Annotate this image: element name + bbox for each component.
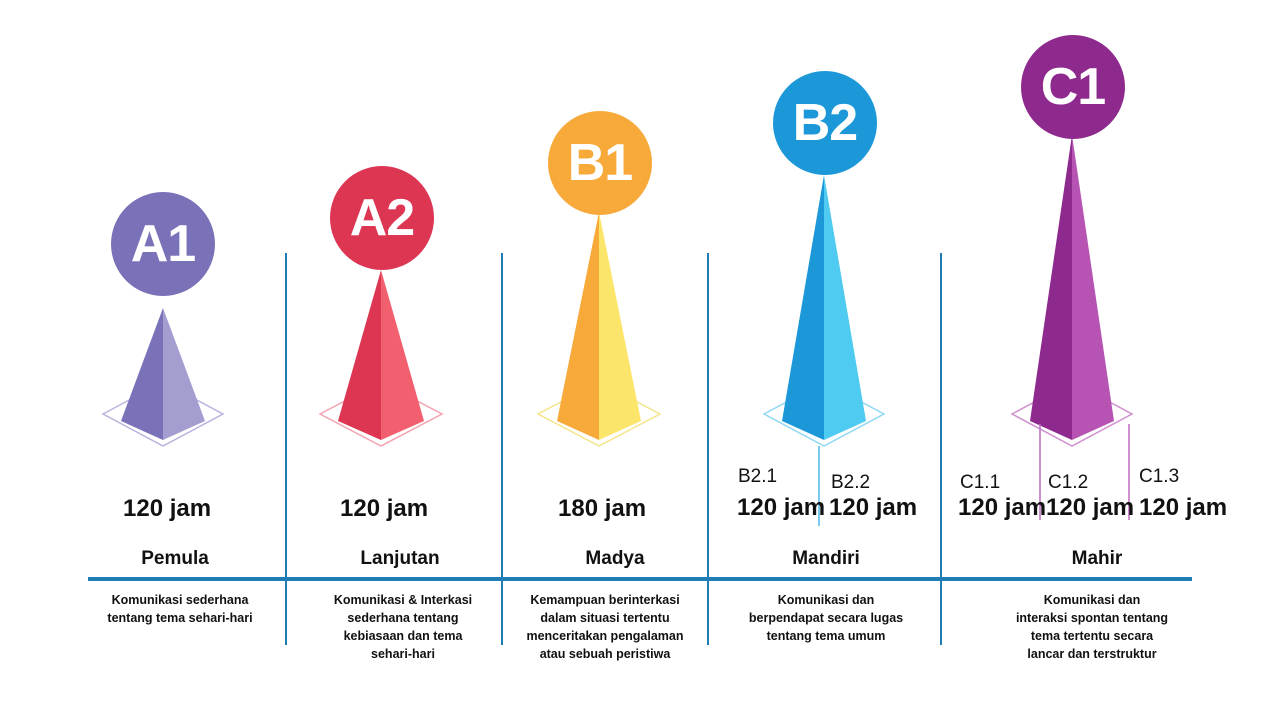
description-line: Komunikasi dan (1043, 593, 1141, 607)
sublevel-label-c1-2: C1.2 (1048, 472, 1089, 493)
description-line: Komunikasi dan (777, 593, 875, 607)
pyramid-left-face (338, 270, 381, 440)
pyramid-a1 (101, 308, 225, 447)
pyramid-a2 (318, 270, 444, 447)
level-name-b1: Madya (585, 548, 645, 569)
description-line: kebiasaan dan tema (343, 629, 463, 643)
pyramid-right-face (599, 212, 641, 440)
pyramid-right-face (163, 308, 205, 440)
description-line: tentang tema umum (766, 629, 886, 643)
level-description-b2: Komunikasi dan berpendapat secara lugas … (731, 591, 921, 645)
level-badge-a2: A2 (330, 166, 434, 270)
description-line: menceritakan pengalaman (526, 629, 684, 643)
pyramid-left-face (121, 308, 163, 440)
level-name-a2: Lanjutan (360, 548, 440, 569)
sublevel-hours-c1-2: 120 jam (1046, 494, 1135, 521)
sublevel-hours-c1-1: 120 jam (958, 494, 1047, 521)
level-badge-b2: B2 (773, 71, 877, 175)
level-name-a1: Pemula (141, 548, 209, 569)
pyramid-c1 (1010, 135, 1134, 520)
hours-a1: 120 jam (123, 495, 212, 522)
pyramid-left-face (557, 212, 599, 440)
level-badge-c1: C1 (1021, 35, 1125, 139)
pyramid-right-face (824, 175, 866, 440)
hours-a2: 120 jam (340, 495, 429, 522)
description-line: tentang tema sehari-hari (107, 611, 253, 625)
level-description-b1: Kemampuan berinterkasi dalam situasi ter… (510, 591, 700, 663)
sublevel-label-c1-3: C1.3 (1139, 466, 1180, 487)
description-line: Kemampuan berinterkasi (530, 593, 680, 607)
pyramid-b2 (762, 175, 886, 526)
description-line: berpendapat secara lugas (748, 611, 904, 625)
description-line: sehari-hari (371, 647, 435, 661)
level-name-c1: Mahir (1071, 548, 1123, 569)
description-line: tema tertentu secara (1030, 629, 1154, 643)
level-badge-b1: B1 (548, 111, 652, 215)
description-line: lancar dan terstruktur (1027, 647, 1157, 661)
pyramid-right-face (1072, 135, 1114, 440)
sublevel-hours-b2-1: 120 jam (737, 494, 826, 521)
level-description-a2: Komunikasi & Interkasi sederhana tentang… (310, 591, 496, 663)
level-name-b2: Mandiri (792, 548, 860, 569)
level-description-a1: Komunikasi sederhana tentang tema sehari… (90, 591, 270, 627)
description-line: Komunikasi & Interkasi (333, 593, 473, 607)
sublevel-label-b2-1: B2.1 (738, 466, 778, 487)
sublevel-label-c1-1: C1.1 (960, 472, 1001, 493)
description-line: dalam situasi tertentu (540, 611, 670, 625)
description-line: sederhana tentang (347, 611, 459, 625)
sublevel-hours-b2-2: 120 jam (829, 494, 918, 521)
description-line: interaksi spontan tentang (1015, 611, 1169, 625)
level-description-c1: Komunikasi dan interaksi spontan tentang… (997, 591, 1187, 663)
pyramid-left-face (782, 175, 824, 440)
pyramid-right-face (381, 270, 424, 440)
sublevel-label-b2-2: B2.2 (831, 472, 871, 493)
description-line: Komunikasi sederhana (111, 593, 249, 607)
sublevel-hours-c1-3: 120 jam (1139, 494, 1228, 521)
hours-b1: 180 jam (558, 495, 647, 522)
pyramid-left-face (1030, 135, 1072, 440)
description-line: atau sebuah peristiwa (539, 647, 671, 661)
pyramid-b1 (536, 212, 662, 447)
level-badge-a1: A1 (111, 192, 215, 296)
